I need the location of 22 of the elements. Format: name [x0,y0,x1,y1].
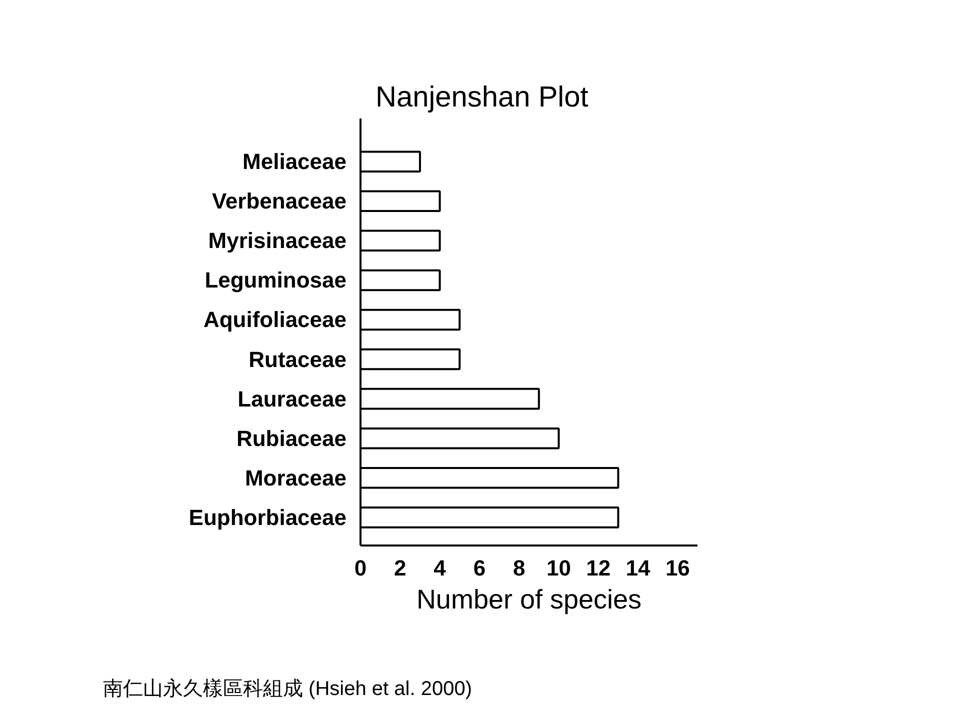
x-axis-title: Number of species [416,584,642,614]
x-tick-label: 14 [626,556,652,580]
y-tick-label: Moraceae [244,465,347,490]
y-tick-label: Myrisinaceae [208,228,347,254]
x-tick-label: 8 [512,556,526,580]
y-tick-label: Leguminosae [204,268,347,293]
x-tick-label: 0 [354,556,367,580]
y-tick-label: Rutaceae [248,346,347,372]
y-tick-label: Meliaceae [242,149,347,174]
y-tick-label: Rubiaceae [236,426,347,451]
y-tick-label: Euphorbiaceae [188,504,346,530]
x-tick-label: 2 [394,556,406,580]
y-tick-label: Lauraceae [238,386,347,412]
x-tick-label: 4 [434,556,447,580]
chart-title: Nanjenshan Plot [376,82,588,114]
x-tick-label: 10 [546,556,571,580]
x-tick-label: 6 [473,556,486,580]
x-tick-label: 12 [586,556,611,580]
x-tick-label: 16 [665,556,690,580]
y-tick-label: Verbenaceae [212,188,346,214]
text: 南仁山永久樣區科組成 (Hsieh et al. 2000) [103,677,472,702]
y-tick-label: Aquifoliaceae [203,307,347,332]
